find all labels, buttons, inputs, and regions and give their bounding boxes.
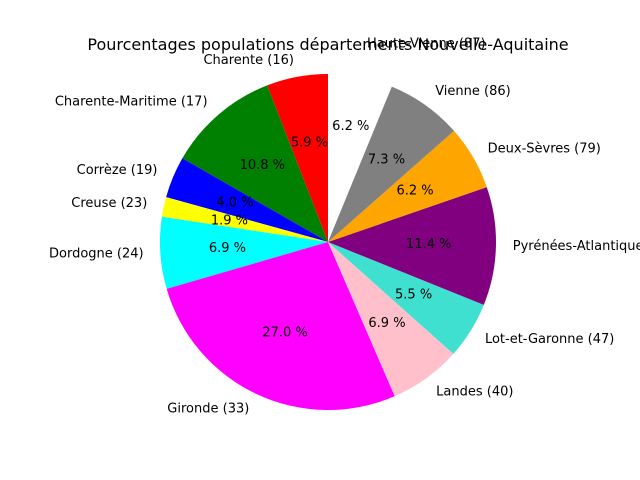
percent-label-pyrenees-atlantiques-64: 11.4 % [406, 237, 451, 252]
slice-label-gironde-33: Gironde (33) [167, 402, 249, 417]
percent-label-correze-19: 4.0 % [216, 196, 253, 211]
slice-label-deux-sevres-79: Deux-Sèvres (79) [488, 141, 601, 156]
percent-label-haute-vienne-87: 6.2 % [332, 119, 369, 134]
slice-label-dordogne-24: Dordogne (24) [49, 247, 144, 262]
slice-label-haute-vienne-87: Haute-Vienne (87) [367, 37, 486, 52]
slice-label-charente-maritime-17: Charente-Maritime (17) [55, 94, 208, 109]
percent-label-vienne-86: 7.3 % [368, 152, 405, 167]
slice-label-charente-16: Charente (16) [203, 53, 294, 68]
percent-label-deux-sevres-79: 6.2 % [396, 184, 433, 199]
slice-label-vienne-86: Vienne (86) [435, 84, 511, 99]
slice-label-lot-et-garonne-47: Lot-et-Garonne (47) [485, 332, 614, 347]
chart-title: Pourcentages populations départements No… [87, 35, 568, 54]
slice-label-creuse-23: Creuse (23) [71, 196, 147, 211]
percent-label-creuse-23: 1.9 % [211, 213, 248, 228]
slice-label-correze-19: Corrèze (19) [77, 163, 158, 178]
percent-label-lot-et-garonne-47: 5.5 % [395, 288, 432, 303]
slice-label-landes-40: Landes (40) [436, 384, 513, 399]
percent-label-gironde-33: 27.0 % [262, 326, 307, 341]
percent-label-charente-16: 5.9 % [291, 135, 328, 150]
percent-label-dordogne-24: 6.9 % [209, 241, 246, 256]
percent-label-landes-40: 6.9 % [368, 316, 405, 331]
percent-label-charente-maritime-17: 10.8 % [240, 158, 285, 173]
slice-label-pyrenees-atlantiques-64: Pyrénées-Atlantiques (64) [513, 239, 640, 254]
